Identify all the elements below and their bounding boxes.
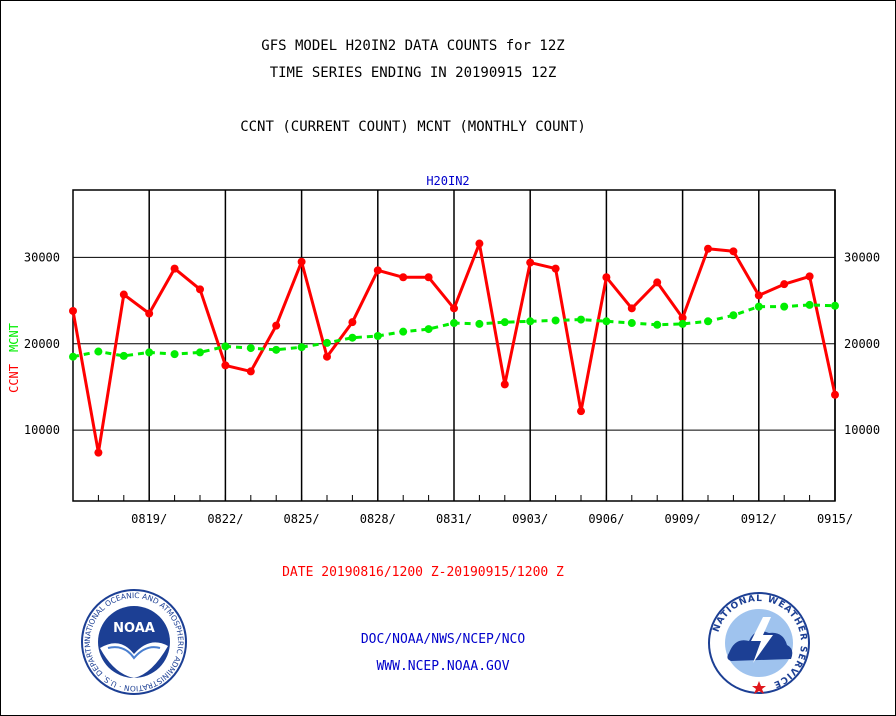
y-tick-label-right: 20000 [844, 337, 880, 351]
data-point-mcnt [577, 315, 585, 324]
data-point-ccnt [348, 318, 357, 327]
y-tick-label-left: 10000 [24, 423, 60, 437]
data-point-mcnt [500, 318, 509, 327]
x-tick-label: 0828/ [360, 512, 396, 526]
data-point-mcnt [246, 344, 255, 353]
x-tick-label: 0903/ [512, 512, 548, 526]
data-point-ccnt [424, 273, 433, 282]
data-point-ccnt [704, 244, 712, 253]
data-point-ccnt [729, 247, 738, 256]
data-point-mcnt [831, 301, 839, 310]
y-axis-label-mcnt: MCNT [7, 323, 21, 352]
data-point-ccnt [94, 448, 103, 457]
data-point-ccnt [297, 257, 306, 266]
data-point-mcnt [424, 325, 433, 334]
data-point-ccnt [145, 309, 154, 318]
data-point-ccnt [119, 290, 128, 299]
data-point-ccnt [602, 273, 611, 282]
data-point-mcnt [704, 317, 712, 326]
data-point-mcnt [373, 331, 382, 340]
x-tick-label: 0915/ [817, 512, 853, 526]
data-point-ccnt [577, 407, 585, 416]
data-point-mcnt [221, 342, 230, 351]
data-point-ccnt [373, 266, 382, 275]
data-point-ccnt [551, 264, 560, 273]
data-point-mcnt [94, 347, 103, 356]
data-point-mcnt [196, 348, 204, 357]
data-point-ccnt [678, 313, 687, 322]
data-point-ccnt [780, 280, 789, 289]
footer-org-link[interactable]: DOC/NOAA/NWS/NCEP/NCO [360, 632, 526, 647]
data-point-ccnt [831, 390, 839, 399]
x-tick-label: 0906/ [588, 512, 624, 526]
data-point-mcnt [653, 320, 662, 329]
data-point-ccnt [272, 321, 281, 330]
x-tick-label: 0822/ [207, 512, 243, 526]
data-point-mcnt [399, 327, 408, 336]
chart-subtitle: CCNT (CURRENT COUNT) MCNT (MONTHLY COUNT… [240, 119, 586, 135]
data-point-ccnt [221, 361, 230, 370]
panel-title: H20IN2 [426, 174, 469, 188]
x-tick-label: 0912/ [741, 512, 777, 526]
y-tick-label-right: 10000 [844, 423, 880, 437]
y-tick-label-left: 20000 [24, 337, 60, 351]
data-point-mcnt [450, 319, 458, 328]
data-point-mcnt [272, 345, 281, 354]
data-point-ccnt [627, 304, 636, 313]
data-point-mcnt [602, 317, 611, 326]
data-point-mcnt [678, 319, 687, 328]
data-point-mcnt [297, 343, 306, 352]
data-point-mcnt [805, 300, 814, 309]
x-tick-label: 0909/ [665, 512, 701, 526]
chart-title-line-1: GFS MODEL H20IN2 DATA COUNTS for 12Z [261, 38, 565, 54]
data-point-mcnt [348, 333, 357, 342]
data-point-mcnt [780, 302, 789, 311]
x-tick-label: 0825/ [284, 512, 320, 526]
data-point-mcnt [170, 350, 179, 359]
data-point-mcnt [475, 319, 484, 328]
nws-logo: NATIONAL WEATHER SERVICE [708, 592, 810, 694]
data-point-mcnt [526, 317, 535, 326]
noaa-logo-text: NOAA [113, 621, 155, 636]
data-point-mcnt [69, 352, 77, 361]
x-tick-label: 0831/ [436, 512, 472, 526]
data-point-mcnt [145, 348, 154, 357]
data-point-ccnt [450, 304, 458, 313]
data-point-ccnt [805, 272, 814, 281]
data-point-ccnt [500, 380, 509, 389]
data-point-mcnt [551, 316, 560, 325]
data-point-ccnt [69, 306, 77, 315]
data-point-mcnt [323, 338, 331, 347]
data-point-ccnt [399, 273, 408, 282]
data-point-ccnt [475, 239, 484, 248]
data-point-mcnt [627, 319, 636, 328]
y-tick-label-right: 30000 [844, 250, 880, 264]
data-point-ccnt [526, 258, 535, 267]
x-axis-label: DATE 20190816/1200 Z-20190915/1200 Z [282, 565, 564, 580]
data-point-ccnt [653, 278, 662, 287]
data-point-ccnt [323, 352, 331, 361]
y-axis-label: CCNT MCNT [7, 323, 21, 393]
y-axis-label-ccnt: CCNT [7, 364, 21, 393]
noaa-logo: NATIONAL OCEANIC AND ATMOSPHERIC ADMINIS… [80, 588, 187, 695]
data-point-ccnt [754, 291, 763, 300]
footer-url-link[interactable]: WWW.NCEP.NOAA.GOV [376, 659, 510, 674]
y-tick-label-left: 30000 [24, 250, 60, 264]
data-point-ccnt [170, 264, 179, 273]
data-point-ccnt [246, 367, 255, 376]
data-point-mcnt [119, 351, 128, 360]
data-point-mcnt [754, 302, 763, 311]
chart-title-line-2: TIME SERIES ENDING IN 20190915 12Z [269, 65, 557, 81]
data-point-mcnt [729, 311, 738, 320]
data-point-ccnt [196, 285, 204, 294]
x-tick-label: 0819/ [131, 512, 167, 526]
